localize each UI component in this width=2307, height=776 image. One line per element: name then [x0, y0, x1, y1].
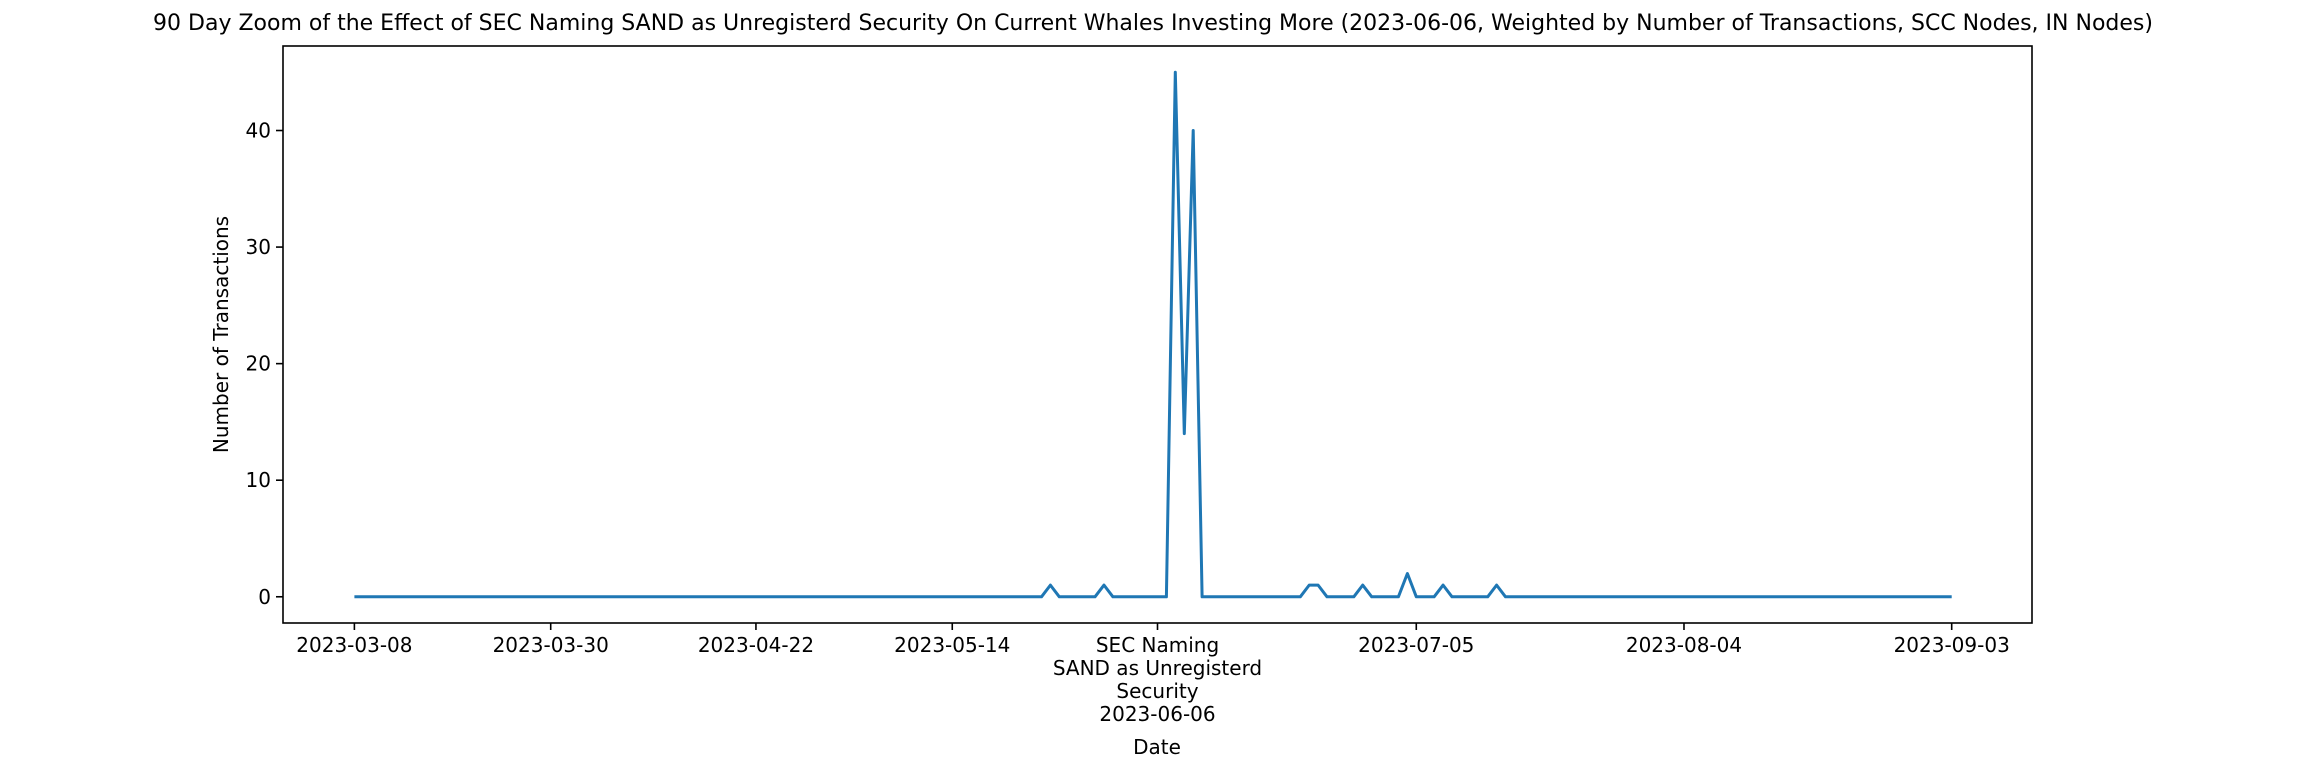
- chart-title: 90 Day Zoom of the Effect of SEC Naming …: [153, 11, 2153, 36]
- plot-area: 0 10 20 30 40 2023-03-08 2023-03-30 2023-04-22…: [246, 45, 2033, 726]
- y-tick-label: 40: [246, 119, 271, 143]
- x-axis: 2023-03-08 2023-03-30 2023-04-22 2023-05-14…: [296, 623, 2010, 726]
- series-line: [354, 70, 1952, 599]
- x-tick-label: 2023-03-30: [493, 633, 609, 657]
- y-axis: 0 10 20 30 40: [246, 119, 283, 609]
- plot-frame: [282, 45, 2033, 624]
- x-tick-label: 2023-03-08: [296, 633, 412, 657]
- x-tick-label: 2023-07-05: [1358, 633, 1474, 657]
- y-axis-label: Number of Transactions: [209, 216, 233, 453]
- x-axis-label: Date: [1133, 735, 1181, 759]
- x-tick-label: SEC Naming SAND as Unregisterd Security 202…: [1053, 633, 1262, 726]
- x-tick-label: 2023-05-14: [894, 633, 1010, 657]
- x-tick-label: 2023-04-22: [698, 633, 814, 657]
- x-tick-label: 2023-09-03: [1894, 633, 2010, 657]
- y-tick-label: 10: [246, 468, 271, 492]
- x-tick-label: 2023-08-04: [1626, 633, 1742, 657]
- y-tick-label: 20: [246, 352, 271, 376]
- y-tick-label: 30: [246, 235, 271, 259]
- y-tick-label: 0: [258, 585, 271, 609]
